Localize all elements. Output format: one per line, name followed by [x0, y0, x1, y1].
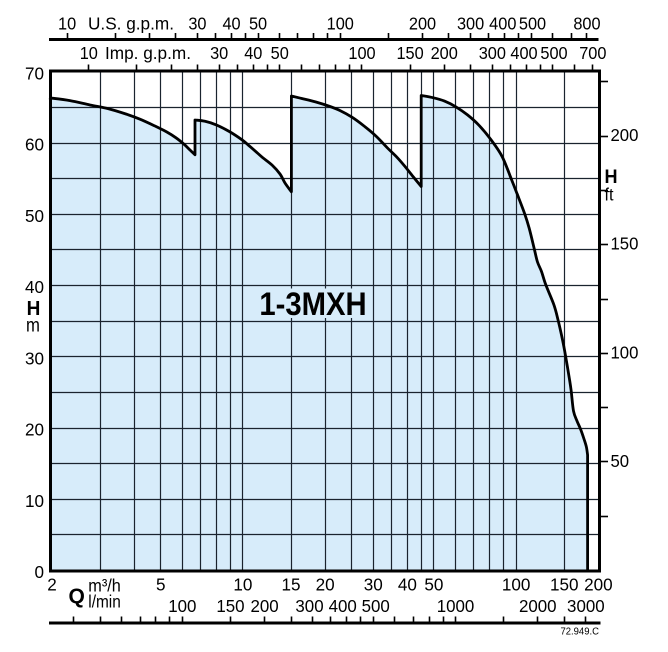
svg-text:40: 40 — [222, 14, 240, 33]
svg-text:200: 200 — [250, 596, 278, 616]
svg-text:200: 200 — [584, 574, 613, 595]
svg-text:m: m — [26, 315, 40, 336]
svg-text:10: 10 — [58, 14, 76, 33]
svg-text:400: 400 — [489, 14, 516, 33]
svg-text:U.S. g.p.m.: U.S. g.p.m. — [88, 13, 174, 33]
svg-text:150: 150 — [396, 43, 423, 62]
svg-text:30: 30 — [210, 43, 228, 62]
svg-text:60: 60 — [25, 134, 44, 155]
svg-text:200: 200 — [611, 125, 639, 146]
svg-text:l/min: l/min — [88, 593, 120, 612]
svg-text:5: 5 — [156, 574, 166, 595]
svg-text:800: 800 — [573, 14, 600, 33]
svg-text:10: 10 — [25, 490, 44, 511]
svg-text:150: 150 — [550, 574, 579, 595]
svg-text:70: 70 — [25, 63, 44, 84]
svg-text:200: 200 — [409, 14, 436, 33]
svg-text:100: 100 — [168, 596, 196, 616]
svg-text:150: 150 — [216, 596, 244, 616]
svg-text:50: 50 — [424, 574, 443, 595]
svg-text:150: 150 — [611, 233, 639, 254]
svg-text:ft: ft — [605, 185, 614, 205]
svg-text:400: 400 — [329, 596, 357, 616]
svg-text:50: 50 — [249, 14, 267, 33]
svg-text:500: 500 — [362, 596, 390, 616]
svg-text:0: 0 — [34, 562, 44, 583]
svg-text:15: 15 — [282, 574, 301, 595]
svg-text:30: 30 — [364, 574, 383, 595]
svg-text:2: 2 — [47, 574, 57, 595]
svg-text:3000: 3000 — [567, 596, 605, 616]
svg-text:50: 50 — [271, 43, 289, 62]
svg-text:100: 100 — [327, 14, 354, 33]
svg-text:40: 40 — [25, 277, 44, 298]
svg-text:200: 200 — [431, 43, 458, 62]
svg-text:300: 300 — [295, 596, 323, 616]
svg-text:300: 300 — [457, 14, 484, 33]
svg-text:20: 20 — [316, 574, 335, 595]
svg-text:2000: 2000 — [519, 596, 557, 616]
svg-text:50: 50 — [25, 205, 44, 226]
svg-text:100: 100 — [348, 43, 375, 62]
svg-text:100: 100 — [502, 574, 531, 595]
svg-text:H: H — [605, 166, 618, 188]
svg-text:Imp. g.p.m.: Imp. g.p.m. — [105, 43, 191, 63]
svg-text:500: 500 — [519, 14, 546, 33]
svg-text:72.949.C: 72.949.C — [560, 626, 599, 637]
svg-text:H: H — [27, 298, 41, 321]
svg-text:30: 30 — [25, 348, 44, 369]
svg-text:1000: 1000 — [437, 596, 475, 616]
svg-text:500: 500 — [540, 43, 567, 62]
svg-text:400: 400 — [510, 43, 537, 62]
svg-text:40: 40 — [244, 43, 262, 62]
svg-text:30: 30 — [188, 14, 206, 33]
svg-text:300: 300 — [479, 43, 506, 62]
svg-text:50: 50 — [611, 450, 630, 471]
svg-text:20: 20 — [25, 419, 44, 440]
svg-text:100: 100 — [611, 342, 639, 363]
svg-text:1-3MXH: 1-3MXH — [259, 286, 366, 323]
svg-text:10: 10 — [80, 43, 98, 62]
svg-text:10: 10 — [233, 574, 252, 595]
svg-text:40: 40 — [398, 574, 417, 595]
svg-text:m³/h: m³/h — [88, 576, 121, 596]
svg-text:Q: Q — [69, 585, 85, 608]
svg-text:700: 700 — [579, 43, 606, 62]
